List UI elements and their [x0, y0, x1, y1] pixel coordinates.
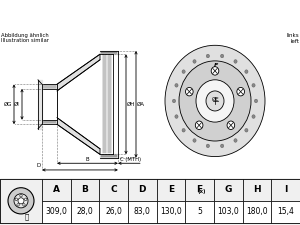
- Text: 309,0: 309,0: [45, 207, 67, 216]
- Text: F: F: [196, 185, 203, 194]
- Text: C: C: [110, 185, 117, 194]
- Circle shape: [179, 61, 251, 141]
- Circle shape: [23, 204, 25, 206]
- Circle shape: [14, 194, 28, 208]
- Circle shape: [20, 195, 22, 197]
- Text: Abbildung ähnlich: Abbildung ähnlich: [1, 33, 49, 38]
- Bar: [214, 201, 243, 223]
- Text: F: F: [214, 63, 218, 68]
- Circle shape: [25, 198, 27, 200]
- Circle shape: [195, 121, 203, 129]
- Text: D: D: [139, 185, 146, 194]
- Circle shape: [237, 88, 244, 96]
- Text: ØH: ØH: [127, 102, 135, 107]
- Bar: [243, 201, 271, 223]
- Text: 83,0: 83,0: [134, 207, 151, 216]
- Text: 180,0: 180,0: [246, 207, 268, 216]
- Text: 15,4: 15,4: [277, 207, 294, 216]
- Text: 24.0128-0171.1: 24.0128-0171.1: [77, 9, 182, 22]
- Text: ØI: ØI: [14, 102, 20, 107]
- Circle shape: [182, 70, 185, 73]
- Text: A: A: [53, 185, 60, 194]
- Bar: [99, 179, 128, 201]
- Circle shape: [245, 128, 248, 132]
- Text: B: B: [86, 157, 89, 162]
- Circle shape: [18, 198, 24, 204]
- Text: D: D: [37, 163, 41, 168]
- Polygon shape: [57, 54, 100, 91]
- Circle shape: [206, 91, 224, 111]
- Bar: [271, 201, 300, 223]
- Text: 130,0: 130,0: [160, 207, 182, 216]
- Text: (x): (x): [198, 189, 206, 194]
- Circle shape: [193, 139, 196, 142]
- Bar: [99, 201, 128, 223]
- Circle shape: [252, 115, 255, 118]
- Circle shape: [252, 83, 255, 87]
- Circle shape: [220, 144, 224, 148]
- Bar: [157, 201, 185, 223]
- Circle shape: [175, 115, 178, 118]
- Text: B: B: [82, 185, 88, 194]
- Polygon shape: [42, 84, 57, 124]
- Circle shape: [196, 80, 234, 122]
- Bar: [42, 201, 71, 223]
- Bar: [128, 201, 157, 223]
- Text: 🔧: 🔧: [25, 213, 29, 220]
- Bar: [128, 179, 157, 201]
- Circle shape: [193, 60, 196, 63]
- Circle shape: [165, 45, 265, 157]
- Text: Illustration similar: Illustration similar: [1, 38, 49, 43]
- Text: ØE: ØE: [212, 97, 220, 102]
- Circle shape: [206, 144, 209, 148]
- Circle shape: [245, 70, 248, 73]
- Text: C (MTH): C (MTH): [120, 157, 141, 162]
- Bar: [71, 179, 99, 201]
- Circle shape: [220, 54, 224, 58]
- Circle shape: [185, 88, 193, 96]
- Circle shape: [234, 60, 237, 63]
- Circle shape: [8, 188, 34, 214]
- Bar: [71, 201, 99, 223]
- Text: E: E: [168, 185, 174, 194]
- Text: I: I: [284, 185, 287, 194]
- Text: ØA: ØA: [137, 102, 145, 107]
- Bar: [185, 201, 214, 223]
- Bar: [0, 179, 42, 223]
- Text: G: G: [225, 185, 232, 194]
- Circle shape: [234, 139, 237, 142]
- Text: ØG: ØG: [4, 102, 12, 107]
- Circle shape: [227, 121, 235, 129]
- Circle shape: [175, 83, 178, 87]
- Bar: [42, 179, 71, 201]
- Circle shape: [17, 204, 19, 206]
- Bar: [157, 179, 185, 201]
- Circle shape: [206, 54, 209, 58]
- Circle shape: [15, 198, 17, 200]
- Bar: [185, 179, 214, 201]
- Circle shape: [172, 99, 176, 103]
- Text: links: links: [286, 33, 299, 38]
- Bar: [214, 179, 243, 201]
- Text: 5: 5: [197, 207, 202, 216]
- Text: left: left: [290, 39, 299, 44]
- Polygon shape: [57, 118, 100, 154]
- Text: 428171: 428171: [209, 9, 254, 22]
- Bar: [243, 179, 271, 201]
- Text: 28,0: 28,0: [76, 207, 93, 216]
- Bar: [271, 179, 300, 201]
- Polygon shape: [42, 89, 57, 120]
- Text: H: H: [253, 185, 261, 194]
- Circle shape: [211, 67, 219, 75]
- Text: 103,0: 103,0: [218, 207, 239, 216]
- Circle shape: [254, 99, 258, 103]
- Text: 26,0: 26,0: [105, 207, 122, 216]
- Circle shape: [182, 128, 185, 132]
